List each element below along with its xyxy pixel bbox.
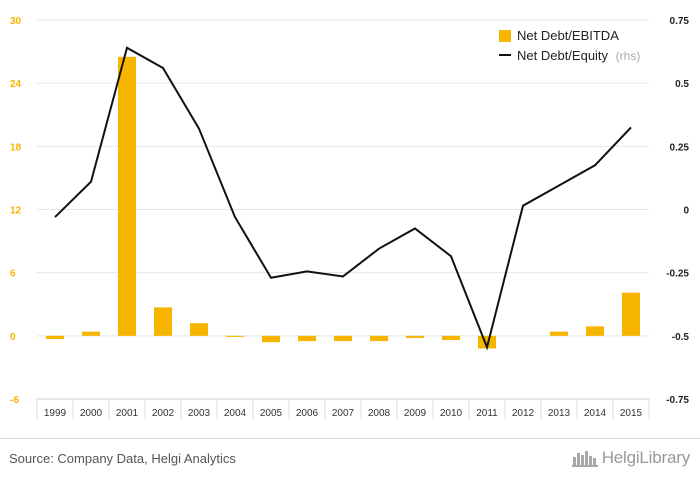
y-left-tick-label: 6	[10, 269, 16, 280]
x-tick-label: 2011	[476, 408, 498, 419]
footer: Source: Company Data, Helgi Analytics He…	[0, 438, 700, 483]
bar-2001	[118, 56, 136, 336]
bar-2014	[586, 326, 604, 336]
x-tick-label: 1999	[44, 408, 67, 419]
bar-2002	[154, 307, 172, 336]
y-right-tick-label: -0.75	[666, 395, 689, 406]
legend-label-bar: Net Debt/EBITDA	[517, 28, 619, 43]
x-tick-label: 2010	[440, 408, 463, 419]
y-right-tick-label: -0.25	[666, 269, 689, 280]
x-tick-label: 2014	[584, 408, 607, 419]
line-net-debt-equity	[54, 46, 632, 351]
legend-swatch-bar	[499, 30, 511, 42]
y-right-tick-label: 0	[683, 206, 689, 217]
bar-1999	[46, 335, 64, 339]
y-left-tick-label: -6	[10, 395, 19, 406]
x-tick-label: 2005	[260, 408, 283, 419]
y-left-tick-label: 18	[10, 142, 22, 153]
legend-label-line: Net Debt/Equity	[517, 48, 609, 63]
bar-2005	[262, 335, 280, 343]
source-note: Source: Company Data, Helgi Analytics	[9, 451, 236, 466]
x-tick-label: 2015	[620, 408, 643, 419]
x-tick-label: 2009	[404, 408, 427, 419]
x-tick-label: 2000	[80, 408, 103, 419]
bar-2007	[334, 335, 352, 342]
x-tick-label: 2004	[224, 408, 247, 419]
bar-2004	[226, 335, 244, 337]
y-right-tick-label: -0.5	[672, 332, 690, 343]
bar-2015	[622, 292, 640, 336]
x-tick-label: 2001	[116, 408, 139, 419]
grid-layer	[37, 19, 649, 400]
y-left-tick-label: 12	[10, 206, 22, 217]
x-tick-label: 2006	[296, 408, 319, 419]
bar-2011	[478, 335, 496, 349]
y-left-tick-label: 0	[10, 332, 16, 343]
y-left-tick-label: 24	[10, 79, 22, 90]
brand-name: HelgiLibrary	[601, 448, 691, 467]
y-left-tick-label: 30	[10, 16, 22, 27]
x-tick-label: 2008	[368, 408, 391, 419]
bar-series-layer	[46, 56, 640, 349]
bar-2009	[406, 335, 424, 338]
x-tick-label: 2002	[152, 408, 175, 419]
legend: Net Debt/EBITDA Net Debt/Equity (rhs)	[499, 28, 640, 63]
x-tick-label: 2003	[188, 408, 211, 419]
brand-logo: HelgiLibrary	[571, 448, 691, 468]
line-series-layer	[54, 46, 632, 351]
y-right-tick-label: 0.5	[675, 79, 689, 90]
y-right-tick-label: 0.25	[670, 142, 690, 153]
y-right-tick-label: 0.75	[670, 16, 690, 27]
bar-2010	[442, 335, 460, 341]
x-tick-label: 2007	[332, 408, 355, 419]
bar-2000	[82, 331, 100, 336]
axis-layer: -6 0 6 12 18 24 30 -0.75 -0.5 -0.25 0 0.25 0.5 0.75 19…	[10, 16, 689, 419]
x-tick-label: 2012	[512, 408, 535, 419]
bar-2013	[550, 331, 568, 336]
svg-text:Net Debt/Equity (rhs): Net Debt/Equity (rhs)	[517, 48, 640, 63]
chart-plot: -6 0 6 12 18 24 30 -0.75 -0.5 -0.25 0 0.25 0.5 0.75 19…	[10, 16, 689, 419]
legend-label-line-suffix: (rhs)	[616, 49, 641, 63]
bar-2003	[190, 323, 208, 336]
x-tick-label: 2013	[548, 408, 571, 419]
bar-2008	[370, 335, 388, 342]
library-skyline-icon	[571, 451, 598, 467]
bar-2006	[298, 335, 316, 342]
